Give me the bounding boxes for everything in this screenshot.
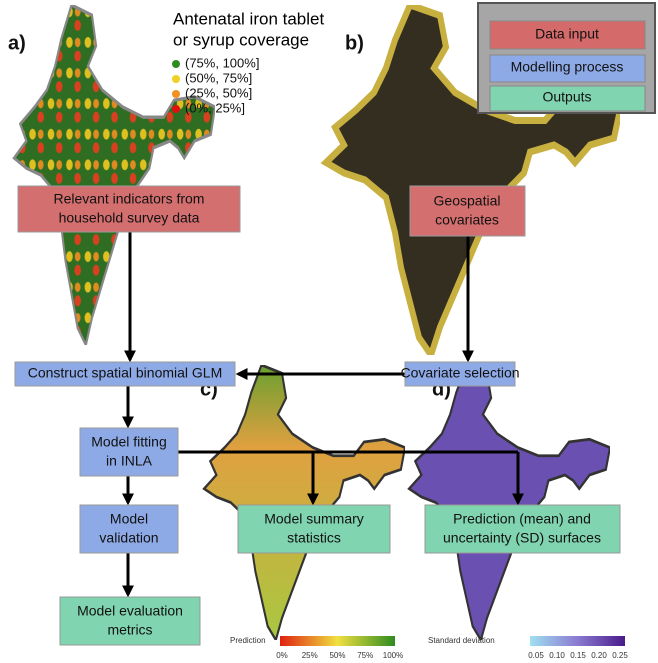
- output-box: [59, 596, 201, 646]
- box-label: covariates: [435, 212, 499, 228]
- box-label: Model: [110, 511, 148, 527]
- box-label: Covariate selection: [400, 365, 519, 381]
- process-box: [14, 361, 236, 387]
- key-box: [489, 85, 646, 112]
- data-box: [409, 185, 526, 237]
- colorbar-tick: 0.20: [591, 651, 607, 660]
- data-box: [17, 185, 241, 233]
- colorbar: [530, 636, 625, 646]
- box-label: Geospatial: [434, 193, 501, 209]
- colorbar-title: Standard deviation: [428, 636, 495, 645]
- colorbar-tick: 0.15: [570, 651, 586, 660]
- box-label: in INLA: [106, 453, 153, 469]
- box-label: Prediction (mean) and: [453, 511, 591, 527]
- legend-dot: [172, 75, 180, 83]
- process-box: [79, 427, 179, 477]
- panel-label: a): [8, 32, 26, 54]
- colorbar-tick: 50%: [329, 651, 345, 660]
- colorbar-title: Prediction: [230, 636, 266, 645]
- box-label: validation: [99, 530, 158, 546]
- legend-item: (50%, 75%]: [185, 70, 252, 85]
- colorbar: [280, 636, 395, 646]
- box-label: Model evaluation: [77, 603, 183, 619]
- box-label: uncertainty (SD) surfaces: [443, 530, 601, 546]
- legend-dot: [172, 60, 180, 68]
- colorbar-tick: 0.25: [612, 651, 628, 660]
- process-box: [404, 361, 516, 387]
- legend-dot: [172, 90, 180, 98]
- output-box: [424, 504, 621, 554]
- box-label: Relevant indicators from: [54, 191, 205, 207]
- process-box: [79, 504, 179, 554]
- map-c: [202, 365, 405, 640]
- output-box: [237, 504, 391, 554]
- box-label: Construct spatial binomial GLM: [28, 365, 223, 381]
- colorbar-tick: 0.05: [528, 651, 544, 660]
- box-label: Model fitting: [91, 434, 166, 450]
- colorbar-tick: 100%: [383, 651, 403, 660]
- key-box: [489, 54, 646, 83]
- box-label: metrics: [107, 622, 152, 638]
- legend-title: or syrup coverage: [173, 30, 309, 49]
- key-box: [489, 20, 646, 50]
- colorbar-tick: 0.10: [549, 651, 565, 660]
- legend-title: Antenatal iron tablet: [173, 9, 324, 28]
- box-label: statistics: [287, 530, 341, 546]
- key-label: Outputs: [542, 89, 591, 105]
- colorbar-tick: 25%: [302, 651, 318, 660]
- colorbar-tick: 75%: [357, 651, 373, 660]
- colorbar-tick: 0%: [276, 651, 288, 660]
- legend-dot: [172, 105, 180, 113]
- legend-item: (0%, 25%]: [185, 100, 245, 115]
- box-label: household survey data: [59, 210, 200, 226]
- panel-label: b): [345, 32, 364, 54]
- box-label: Model summary: [264, 511, 364, 527]
- legend-item: (25%, 50%]: [185, 85, 252, 100]
- map-d: [407, 365, 610, 640]
- legend-item: (75%, 100%]: [185, 55, 259, 70]
- key-label: Modelling process: [511, 59, 624, 75]
- key-label: Data input: [535, 26, 599, 42]
